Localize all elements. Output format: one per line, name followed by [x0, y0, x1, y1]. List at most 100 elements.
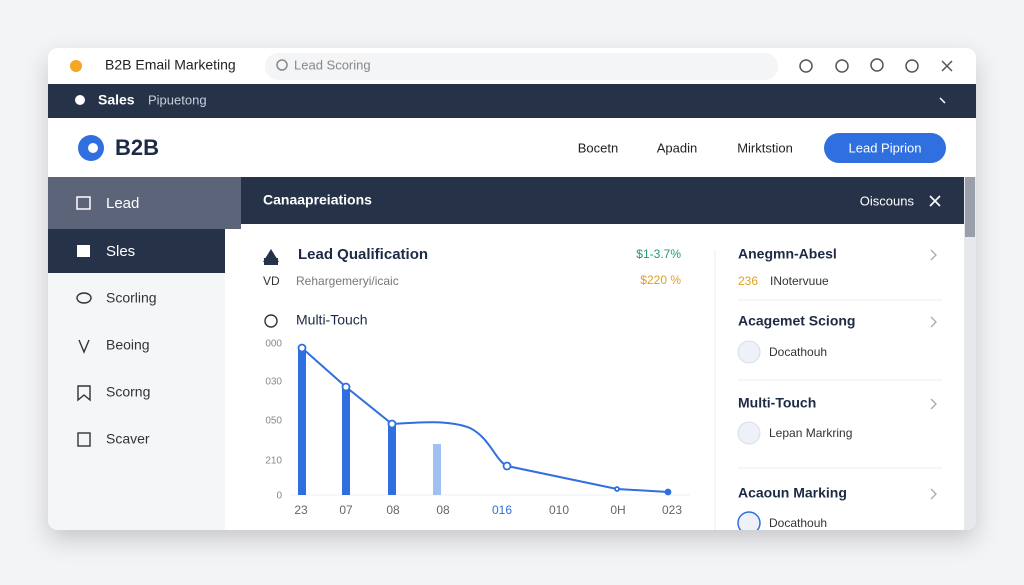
item-title[interactable]: Acaoun Marking — [738, 485, 847, 501]
x-tick-label: 08 — [436, 503, 450, 517]
chevron[interactable] — [930, 488, 937, 500]
close-icon[interactable] — [941, 60, 953, 72]
header-link[interactable]: Mirktstion — [737, 140, 793, 155]
content-title: Canaapreiations — [263, 192, 372, 208]
scrollbar[interactable] — [964, 177, 976, 530]
line-point — [664, 488, 672, 496]
card-icon — [264, 258, 278, 265]
bar — [342, 386, 350, 495]
y-tick-label: 210 — [265, 456, 282, 467]
search-box[interactable] — [265, 53, 778, 80]
chart-title: Multi-Touch — [296, 312, 368, 328]
y-tick-label: 0 — [276, 491, 282, 502]
line-points — [297, 343, 672, 496]
chevrons — [930, 249, 937, 500]
chevron[interactable] — [930, 249, 937, 261]
content-bar — [241, 177, 964, 224]
sidebar-item-selected[interactable] — [48, 229, 225, 273]
sidebar-icons — [76, 292, 92, 447]
x-tick-label: 0H — [610, 503, 625, 517]
sidebar-label: Lead — [106, 195, 139, 212]
nav-icon — [75, 95, 85, 105]
top-nav — [48, 84, 976, 118]
line-point — [387, 419, 397, 429]
y-tick-label: 000 — [265, 339, 282, 350]
icon[interactable] — [905, 59, 919, 73]
y-tick-label: 050 — [265, 416, 282, 427]
logo-text: B2B — [115, 135, 159, 160]
x-tick-label: 23 — [294, 503, 308, 517]
item-text: Lepan Markring — [769, 426, 852, 440]
item-title[interactable]: Acagemet Sciong — [738, 313, 855, 329]
icon[interactable] — [799, 59, 813, 73]
app-title: B2B Email Marketing — [105, 57, 236, 73]
search-text: Lead Scoring — [294, 57, 371, 72]
x-tick-label: 016 — [492, 503, 512, 517]
sidebar-item-active[interactable] — [48, 177, 241, 229]
row-text: Rehargemeryi/icaic — [296, 274, 399, 288]
x-tick-label: 010 — [549, 503, 569, 517]
icon[interactable] — [835, 59, 849, 73]
card-title: Lead Qualification — [298, 246, 428, 263]
content-action[interactable]: Oiscouns — [860, 193, 915, 208]
sidebar-label[interactable]: Scorling — [106, 290, 157, 306]
sidebar-icon — [76, 292, 92, 304]
bar — [433, 444, 441, 495]
x-tick-label: 07 — [339, 503, 353, 517]
app-dot — [70, 60, 82, 72]
sidebar-label[interactable]: Scorng — [106, 384, 150, 400]
sidebar-icon — [77, 432, 91, 447]
right-panel: Anegmn-Abesl 236 INotervuue Acagemet Sci… — [737, 246, 942, 530]
scroll-thumb[interactable] — [965, 177, 975, 237]
sidebar-icon — [77, 245, 90, 257]
item-title[interactable]: Multi-Touch — [738, 395, 816, 411]
trend-line — [301, 347, 669, 493]
row-metric: $220 % — [640, 273, 681, 287]
avatar — [737, 421, 761, 445]
header-button-label: Lead Piprion — [849, 140, 922, 155]
x-tick-label: 023 — [662, 503, 682, 517]
line-point — [614, 486, 620, 492]
sidebar-label[interactable]: Beoing — [106, 337, 150, 353]
search-icon — [276, 59, 288, 71]
window — [48, 48, 976, 530]
item-badge: 236 — [738, 274, 758, 288]
window-icons — [799, 58, 953, 73]
x-labels: 23 07 08 08 016 010 0H 023 — [294, 503, 682, 517]
bar — [388, 424, 396, 495]
avatar — [737, 511, 761, 530]
chevron[interactable] — [930, 398, 937, 410]
avatar — [737, 340, 761, 364]
line-point — [297, 343, 307, 353]
header-link[interactable]: Apadin — [657, 140, 697, 155]
nav-secondary[interactable]: Pipuetong — [148, 92, 207, 107]
content-close[interactable] — [929, 195, 941, 207]
header-link[interactable]: Bocetn — [578, 140, 618, 155]
item-text: INotervuue — [770, 274, 829, 288]
icon[interactable] — [870, 58, 884, 72]
item-title[interactable]: Anegmn-Abesl — [738, 246, 837, 262]
nav-icon — [939, 97, 946, 104]
header-button[interactable] — [824, 133, 946, 163]
sidebar-icon — [76, 196, 91, 210]
row-label: VD — [263, 274, 280, 288]
sidebar-icon — [78, 339, 90, 354]
x-tick-label: 08 — [386, 503, 400, 517]
y-tick-label: 030 — [265, 377, 282, 388]
sidebar-label[interactable]: Scaver — [106, 431, 150, 447]
nav-primary[interactable]: Sales — [98, 92, 135, 108]
bar — [298, 347, 306, 495]
sidebar-label: Sles — [106, 243, 135, 260]
item-text: Docathouh — [769, 345, 827, 359]
line-point — [341, 382, 351, 392]
y-labels: 000 030 050 210 0 — [265, 339, 282, 502]
item-text: Docathouh — [769, 516, 827, 530]
window-content: B2B Email Marketing Lead Scoring Sales P… — [48, 53, 976, 530]
line-point — [502, 461, 512, 471]
logo-inner — [88, 143, 98, 153]
chart-icon — [264, 314, 278, 328]
sidebar-icon — [77, 385, 91, 402]
chevron[interactable] — [930, 316, 937, 328]
